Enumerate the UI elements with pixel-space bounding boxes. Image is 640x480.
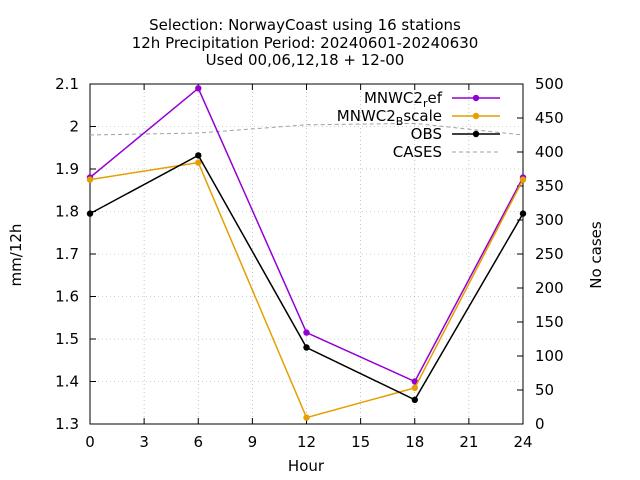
data-point-obs (86, 210, 94, 217)
tick-marks (89, 83, 524, 425)
legend-label-main: MNWC2 (364, 89, 423, 107)
x-tick-label: 6 (193, 433, 203, 451)
y-tick-label: 1.6 (55, 288, 79, 306)
y2-tick-label: 200 (535, 279, 564, 297)
legend-label-main: OBS (411, 125, 442, 143)
series-line-cases (89, 122, 524, 136)
legend-label-mnwc2-bscale: MNWC2Bscale (337, 107, 442, 128)
x-tick-label: 21 (459, 433, 478, 451)
y-tick-label: 1.9 (55, 160, 79, 178)
data-point-mnwc2-bscale (303, 414, 310, 421)
data-point-obs (195, 152, 202, 159)
x-tick-label: 24 (513, 433, 532, 451)
y2-axis-label: No cases (587, 221, 605, 289)
data-point-obs (303, 344, 310, 351)
x-tick-label: 9 (248, 433, 258, 451)
x-tick-label: 0 (85, 433, 95, 451)
x-axis-label: Hour (288, 457, 325, 475)
y2-tick-label: 100 (535, 347, 564, 365)
data-point-mnwc2-bscale (411, 384, 418, 392)
y-tick-label: 1.4 (55, 373, 79, 391)
y-tick-label: 1.5 (55, 330, 79, 348)
legend-label-subscript: r (423, 97, 428, 110)
y2-tick-label: 450 (535, 109, 564, 127)
data-point-obs (519, 210, 527, 217)
y2-tick-label: 400 (535, 143, 564, 161)
chart-title-line-2: 12h Precipitation Period: 20240601-20240… (132, 34, 479, 52)
legend-marker-mnwc2-ref (472, 94, 480, 102)
x-tick-label: 18 (405, 433, 424, 451)
legend-label-tail: scale (403, 107, 442, 125)
legend-label-subscript: B (396, 115, 404, 128)
y2-tick-label: 250 (535, 245, 564, 263)
y2-tick-label: 350 (535, 177, 564, 195)
y-tick-label: 2 (69, 118, 79, 136)
legend-label-main: MNWC2 (337, 107, 396, 125)
legend-label-mnwc2-ref: MNWC2ref (364, 89, 443, 110)
y2-tick-labels: 0 50 100 150 200 250 300 350 400 450 500 (535, 75, 564, 433)
data-point-mnwc2-ref (303, 329, 310, 336)
y2-tick-label: 50 (535, 381, 554, 399)
data-point-mnwc2-bscale (519, 176, 527, 183)
y-tick-label: 1.3 (55, 415, 79, 433)
legend-marker-obs (472, 130, 480, 138)
x-tick-labels: 0 3 6 9 12 15 18 21 24 (85, 433, 532, 451)
data-point-mnwc2-bscale (86, 176, 94, 183)
y2-tick-label: 300 (535, 211, 564, 229)
x-tick-label: 12 (297, 433, 316, 451)
y-tick-label: 2.1 (55, 75, 79, 93)
x-tick-label: 3 (139, 433, 149, 451)
y2-tick-label: 0 (535, 415, 545, 433)
chart-title-line-1: Selection: NorwayCoast using 16 stations (149, 16, 461, 34)
y2-tick-label: 150 (535, 313, 564, 331)
legend-marker-mnwc2-bscale (472, 112, 480, 120)
data-point-mnwc2-ref (195, 85, 202, 92)
y2-tick-label: 500 (535, 75, 564, 93)
data-point-mnwc2-ref (411, 378, 418, 385)
legend-label-main: CASES (393, 143, 442, 161)
legend-label-cases: CASES (393, 143, 442, 161)
legend-label-obs: OBS (411, 125, 442, 143)
y-tick-label: 1.8 (55, 203, 79, 221)
x-tick-label: 15 (351, 433, 370, 451)
y-axis-label: mm/12h (7, 224, 25, 287)
data-point-mnwc2-bscale (195, 159, 202, 166)
y-tick-label: 1.7 (55, 245, 79, 263)
series-layer (86, 85, 527, 421)
chart-title-line-3: Used 00,06,12,18 + 12-00 (206, 51, 405, 69)
data-point-obs (411, 396, 418, 403)
legend-label-tail: ef (427, 89, 442, 107)
y-tick-labels: 1.3 1.4 1.5 1.6 1.7 1.8 1.9 2 2.1 (55, 75, 79, 433)
grid (90, 84, 523, 424)
